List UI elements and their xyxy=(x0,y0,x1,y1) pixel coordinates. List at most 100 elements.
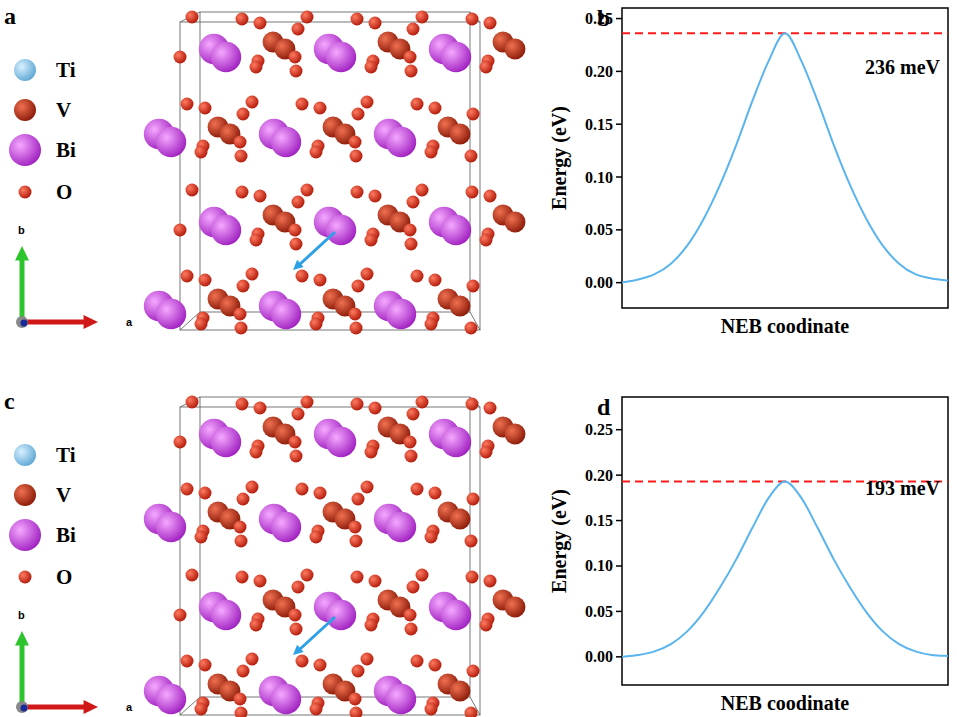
axis-origin xyxy=(21,705,28,712)
structure-panel: aTiVBiOba xyxy=(4,3,525,335)
atom-o xyxy=(314,487,327,500)
atom-o xyxy=(301,11,314,24)
atom-o xyxy=(365,619,378,632)
atom-o xyxy=(199,659,212,672)
atom-o xyxy=(465,707,478,717)
species-label: O xyxy=(56,180,72,204)
atom-o xyxy=(349,521,362,534)
atom-o xyxy=(425,703,438,716)
y-tick xyxy=(616,229,622,231)
atom-bi xyxy=(326,427,356,457)
species-swatch xyxy=(14,99,36,121)
axis-arrow xyxy=(22,705,84,710)
atom-bi xyxy=(271,127,301,157)
x-axis-title: NEB coodinate xyxy=(721,692,849,714)
atom-bi xyxy=(271,684,301,714)
atom-o xyxy=(296,483,309,496)
atom-o xyxy=(351,398,364,411)
atom-o xyxy=(174,436,187,449)
atom-bi xyxy=(441,215,471,245)
atom-o xyxy=(234,693,247,706)
atom-o xyxy=(429,487,442,500)
species-label: Bi xyxy=(56,523,76,547)
axis-label: a xyxy=(126,701,133,713)
atom-o xyxy=(407,581,420,594)
arrow-head xyxy=(293,645,304,655)
atom-v xyxy=(505,212,526,233)
y-axis-title: Energy (eV) xyxy=(548,106,571,210)
atom-o xyxy=(411,655,424,668)
atom-bi xyxy=(211,600,241,630)
atom-o xyxy=(425,531,438,544)
atom-bi xyxy=(386,684,416,714)
atom-o xyxy=(404,51,417,64)
cell-edge xyxy=(180,407,480,715)
atom-o xyxy=(310,531,323,544)
atom-o xyxy=(181,655,194,668)
arrow-head xyxy=(84,315,98,329)
atom-bi xyxy=(326,600,356,630)
atom-o xyxy=(234,308,247,321)
atom-o xyxy=(361,268,374,281)
atom-o xyxy=(467,665,480,678)
y-tick-label: 0.00 xyxy=(585,274,613,291)
atom-bi xyxy=(211,42,241,72)
atom-o xyxy=(290,65,303,78)
species-swatch xyxy=(9,134,41,166)
arrow-head xyxy=(15,631,29,645)
species-label: V xyxy=(56,98,71,122)
atom-o xyxy=(290,238,303,251)
atom-bi xyxy=(386,512,416,542)
atom-o xyxy=(365,234,378,247)
species-swatch xyxy=(14,444,36,466)
atom-o xyxy=(235,535,248,548)
species-swatch xyxy=(14,59,36,81)
atom-o xyxy=(466,398,479,411)
atom-o xyxy=(467,280,480,293)
atom-o xyxy=(181,270,194,283)
cell-edge xyxy=(180,22,480,330)
atom-o xyxy=(181,483,194,496)
atom-o xyxy=(237,280,250,293)
atom-o xyxy=(292,408,305,421)
arrow-head xyxy=(293,260,304,270)
atom-o xyxy=(349,693,362,706)
y-tick-label: 0.10 xyxy=(585,557,613,574)
atom-o xyxy=(246,653,259,666)
plot-area xyxy=(622,481,948,656)
atom-o xyxy=(465,322,478,335)
atom-o xyxy=(484,190,497,203)
atom-bi xyxy=(156,127,186,157)
y-tick-label: 0.25 xyxy=(585,421,613,438)
arrow-head xyxy=(15,246,29,260)
axis-label: b xyxy=(18,224,25,236)
atom-o xyxy=(246,481,259,494)
y-tick xyxy=(616,656,622,658)
atom-bi xyxy=(326,42,356,72)
y-tick xyxy=(616,611,622,613)
atom-o xyxy=(361,481,374,494)
atom-o xyxy=(349,136,362,149)
atom-o xyxy=(314,659,327,672)
atom-o xyxy=(254,190,267,203)
cell-edge xyxy=(200,12,470,312)
atom-o xyxy=(254,402,267,415)
axis-origin xyxy=(16,701,28,713)
atom-o xyxy=(236,571,249,584)
atom-bi xyxy=(271,299,301,329)
atom-o xyxy=(404,224,417,237)
atom-o xyxy=(199,274,212,287)
atom-o xyxy=(310,703,323,716)
atom-bi xyxy=(156,299,186,329)
atom-o xyxy=(361,653,374,666)
y-tick-label: 0.05 xyxy=(585,603,613,620)
atom-o xyxy=(237,665,250,678)
atom-o xyxy=(407,196,420,209)
panel-letter: b xyxy=(597,5,610,31)
y-tick-label: 0.10 xyxy=(585,169,613,186)
migration-arrow xyxy=(299,617,335,650)
atom-o xyxy=(484,17,497,30)
atom-o xyxy=(246,96,259,109)
atom-o xyxy=(429,274,442,287)
atom-o xyxy=(314,274,327,287)
